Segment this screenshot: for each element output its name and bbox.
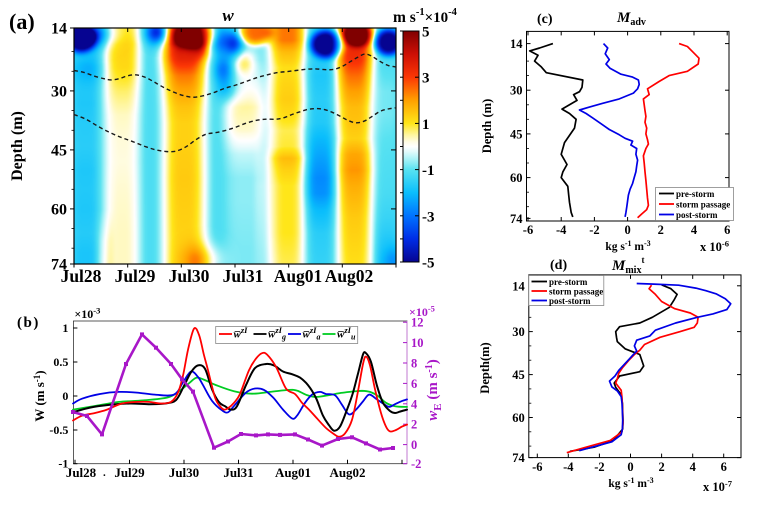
svg-text:m s-1×10-4: m s-1×10-4 <box>393 7 458 26</box>
svg-text:(a): (a) <box>9 9 35 34</box>
svg-text:pre-storm: pre-storm <box>676 189 715 199</box>
svg-text:w: w <box>222 6 234 25</box>
svg-text:14: 14 <box>51 21 67 38</box>
svg-text:post-storm: post-storm <box>549 296 591 306</box>
svg-text:storm passage: storm passage <box>549 287 603 297</box>
svg-text:Madv: Madv <box>616 10 646 28</box>
svg-text:6: 6 <box>721 460 727 474</box>
svg-text:(d): (d) <box>550 258 567 273</box>
svg-text:74: 74 <box>51 257 67 274</box>
svg-text:0: 0 <box>624 223 630 237</box>
svg-text:2: 2 <box>658 460 664 474</box>
svg-text:-5: -5 <box>422 256 435 272</box>
svg-text:Mmixt: Mmixt <box>611 255 644 276</box>
svg-text:3: 3 <box>422 71 430 87</box>
svg-text:1: 1 <box>422 117 430 133</box>
svg-text:-1: -1 <box>422 163 435 179</box>
svg-text:Aug02: Aug02 <box>329 465 365 480</box>
svg-text:45: 45 <box>512 368 525 382</box>
svg-text:w̅zIa: w̅zIa <box>303 325 321 342</box>
svg-text:-6: -6 <box>523 223 533 237</box>
svg-text:W (m s-1): W (m s-1) <box>32 370 47 421</box>
svg-text:-2: -2 <box>589 223 599 237</box>
svg-text:Jul31: Jul31 <box>223 266 264 286</box>
svg-text:74: 74 <box>510 212 523 226</box>
svg-text:60: 60 <box>51 201 67 218</box>
svg-text:-4: -4 <box>556 223 567 237</box>
svg-text:-1: -1 <box>58 457 68 471</box>
svg-text:Depth(m): Depth(m) <box>478 342 492 393</box>
svg-text:-0.5: -0.5 <box>49 423 68 437</box>
svg-text:Aug01: Aug01 <box>275 465 311 480</box>
svg-text:pre-storm: pre-storm <box>549 277 588 287</box>
svg-text:wE (m s-1): wE (m s-1) <box>424 359 444 421</box>
svg-text:-3: -3 <box>422 209 435 225</box>
svg-text:Depth (m): Depth (m) <box>9 111 26 181</box>
svg-text:-4: -4 <box>563 460 574 474</box>
svg-text:Jul29: Jul29 <box>114 465 145 480</box>
svg-text:Jul28: Jul28 <box>66 465 97 480</box>
svg-text:8: 8 <box>411 357 417 371</box>
svg-text:6: 6 <box>411 377 417 391</box>
svg-text:(b): (b) <box>17 315 38 331</box>
svg-text:0: 0 <box>62 389 68 403</box>
svg-text:Aug01: Aug01 <box>274 266 323 286</box>
svg-text:4: 4 <box>691 223 698 237</box>
svg-text:60: 60 <box>512 411 525 425</box>
svg-text:(c): (c) <box>537 12 553 27</box>
svg-text:-2: -2 <box>411 457 421 471</box>
svg-text:10: 10 <box>411 336 424 350</box>
svg-text:1: 1 <box>62 321 68 335</box>
svg-text:14: 14 <box>510 37 523 51</box>
svg-text:30: 30 <box>510 84 523 98</box>
svg-text:2: 2 <box>411 418 417 432</box>
svg-text:45: 45 <box>51 142 67 159</box>
svg-text:-2: -2 <box>594 460 604 474</box>
svg-text:30: 30 <box>512 325 525 339</box>
svg-text:Jul31: Jul31 <box>223 465 253 480</box>
svg-text:storm passage: storm passage <box>676 200 730 210</box>
svg-text:x 10-6: x 10-6 <box>700 239 729 255</box>
svg-text:5: 5 <box>422 25 430 41</box>
svg-text:×10-3: ×10-3 <box>74 306 100 322</box>
svg-text:30: 30 <box>51 83 67 100</box>
svg-text:0: 0 <box>411 438 417 452</box>
svg-text:74: 74 <box>512 451 525 465</box>
svg-text:Depth (m): Depth (m) <box>480 99 494 154</box>
svg-text:14: 14 <box>512 279 525 293</box>
svg-text:Jul30: Jul30 <box>169 465 199 480</box>
svg-text:4: 4 <box>690 460 697 474</box>
svg-text:0: 0 <box>627 460 633 474</box>
svg-text:Jul29: Jul29 <box>115 266 156 286</box>
svg-text:6: 6 <box>724 223 730 237</box>
svg-text:2: 2 <box>658 223 664 237</box>
svg-text:Jul28: Jul28 <box>61 266 102 286</box>
svg-text:45: 45 <box>510 127 523 141</box>
svg-text:0.5: 0.5 <box>53 355 68 369</box>
svg-text:60: 60 <box>510 171 523 185</box>
svg-text:w̅zIg: w̅zIg <box>268 325 286 342</box>
svg-text:Aug02: Aug02 <box>325 266 374 286</box>
svg-text:post-storm: post-storm <box>676 210 718 220</box>
svg-text:.: . <box>103 467 106 479</box>
svg-text:kg s-1 m-3: kg s-1 m-3 <box>605 239 650 253</box>
svg-text:-6: -6 <box>532 460 542 474</box>
svg-text:×10-5: ×10-5 <box>409 304 435 320</box>
svg-text:Jul30: Jul30 <box>169 266 210 286</box>
svg-text:x 10-7: x 10-7 <box>703 479 733 495</box>
svg-text:12: 12 <box>411 316 424 330</box>
svg-text:kg s-1 m-3: kg s-1 m-3 <box>608 476 653 490</box>
svg-text:4: 4 <box>411 397 418 411</box>
